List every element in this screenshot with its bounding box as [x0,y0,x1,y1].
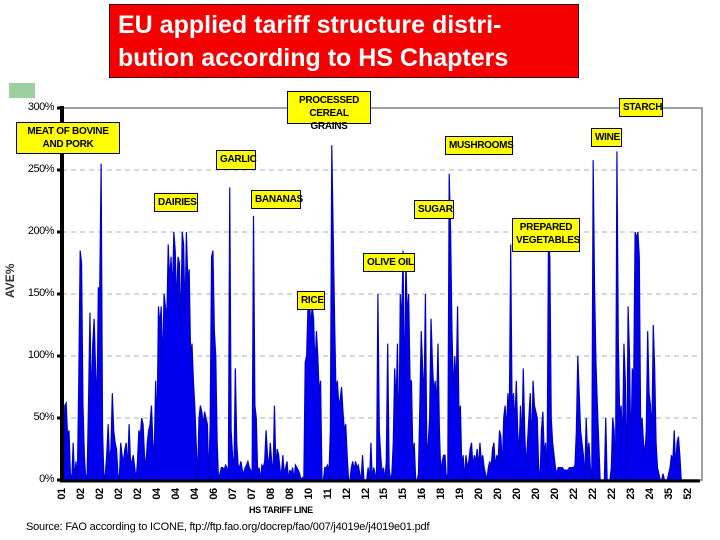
y-tick-label: 200% [27,225,55,237]
x-tick-label: 04 [150,488,163,500]
annotation-processed-cereal: PROCESSED CEREAL GRAINS [287,91,371,132]
y-tick-label: 50% [33,411,54,423]
y-tick-label: 100% [27,349,55,361]
annotation-starch: STARCH [619,98,663,117]
x-tick-label: 08 [283,488,296,500]
chart-title-line1: EU applied tariff structure distri- [118,11,502,39]
y-tick-label: 150% [27,287,55,299]
x-tick-label: 20 [492,488,505,500]
annotation-dairies: DAIRIES [154,193,198,212]
annotation-olive-oil: OLIVE OIL [363,253,415,272]
x-tick-label: 23 [625,488,638,500]
x-tick-label: 20 [549,488,562,500]
x-tick-label: 15 [378,488,391,500]
y-tick-label: 250% [27,163,55,175]
x-tick-label: 02 [112,488,125,500]
x-tick-label: 22 [606,488,619,500]
x-tick-label: 07 [226,488,239,500]
series-area [61,145,698,483]
x-tick-label: 52 [682,488,694,500]
x-tick-label: 02 [74,488,87,500]
x-tick-label: 12 [359,488,372,500]
chart-title-line2: bution according to HS Chapters [118,44,509,72]
x-tick-label: 22 [568,488,581,500]
x-axis-label: HS TARIFF LINE [249,505,313,515]
x-tick-label: 12 [340,488,353,500]
x-tick-label: 02 [93,488,106,500]
y-tick-label: 0% [39,473,54,485]
x-tick-label: 20 [473,488,486,500]
x-tick-label: 18 [435,488,448,500]
x-tick-label: 08 [264,488,277,500]
x-tick-label: 16 [416,488,429,500]
x-tick-label: 35 [663,488,676,500]
x-tick-label: 20 [530,488,543,500]
x-tick-label: 04 [188,488,201,500]
x-tick-label: 10 [302,488,315,500]
x-tick-label: 15 [397,488,410,500]
source-citation: Source: FAO according to ICONE, ftp://ft… [26,521,430,533]
annotation-rice: RICE [297,291,325,310]
x-tick-label: 02 [131,488,144,500]
y-tick-label: 300% [27,101,55,113]
x-tick-label: 01 [56,488,68,500]
x-tick-label: 04 [169,488,182,500]
x-tick-label: 07 [245,488,258,500]
annotation-garlic: GARLIC [216,150,257,170]
annotation-meat: MEAT OF BOVINE AND PORK [16,122,120,154]
annotation-prepared-vegetables: PREPARED VEGETABLES [512,218,580,252]
x-tick-label: 19 [454,488,467,500]
chart-title: EU applied tariff structure distri- buti… [109,4,579,78]
y-tick-marks [57,106,62,482]
x-tick-label: 06 [207,488,220,500]
annotation-mushrooms: MUSHROOMS [445,136,514,155]
y-axis-label: AVE% [3,263,17,298]
annotation-bananas: BANANAS [251,190,303,209]
x-tick-label: 22 [587,488,600,500]
x-tick-label: 24 [644,488,657,500]
annotation-sugar: SUGAR [414,200,454,219]
annotation-wine: WINE [591,128,622,147]
x-tick-label: 11 [321,488,334,500]
legend-swatch [9,83,35,98]
x-tick-label: 20 [511,488,524,500]
